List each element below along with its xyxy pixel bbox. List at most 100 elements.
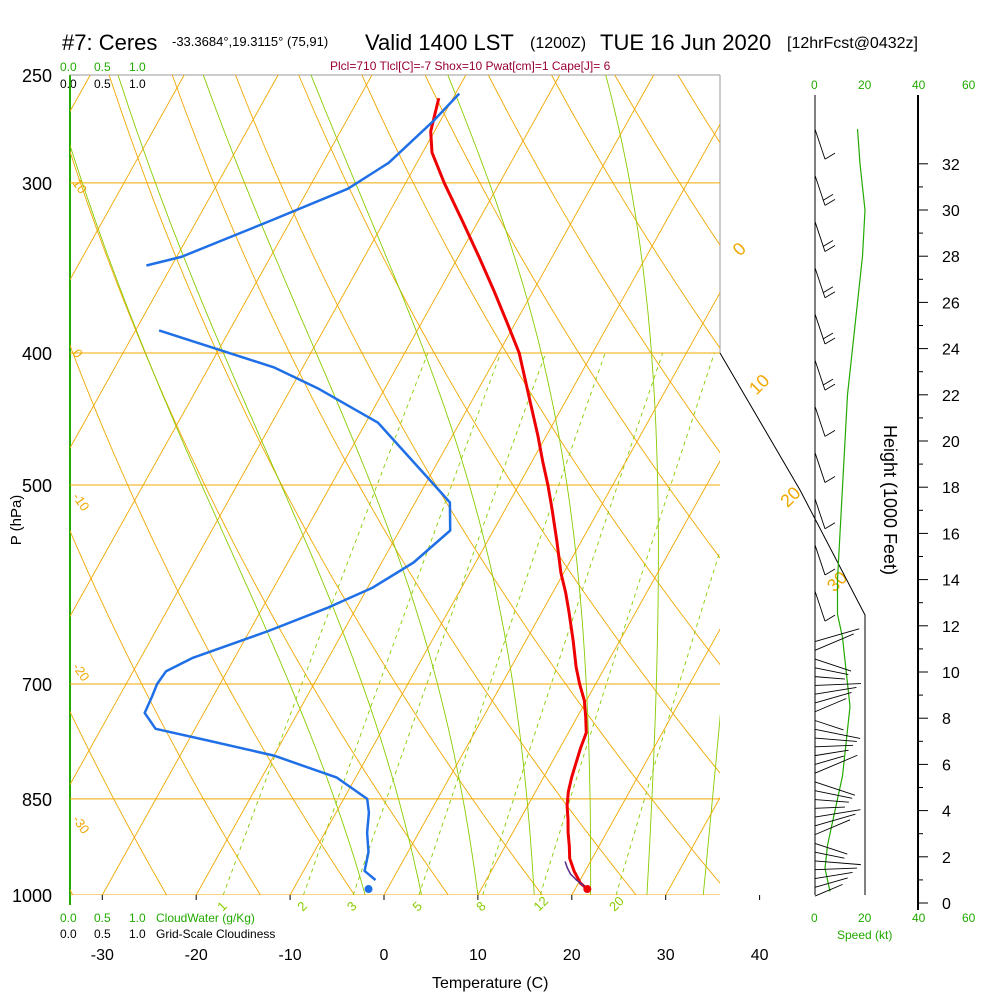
wind-barb [814,860,861,866]
dry-adiabat [741,75,1000,895]
mixing-ratio-label: 3 [344,898,360,914]
moist-adiabat [70,143,366,895]
wind-barb [814,809,861,818]
height-tick-label: 26 [942,295,960,312]
height-tick-label: 30 [942,203,960,220]
wind-barb [814,692,852,704]
dry-adiabat [361,75,720,666]
cloud-scale-green-bottom-0: 0.0 [60,911,77,925]
wind-barb [814,799,849,803]
wind-barb [814,755,844,765]
height-tick-label: 24 [942,342,960,359]
wind-barb [814,667,849,676]
cloud-scale-black-bottom-1: 0.5 [94,927,111,941]
temp-tick-label: -10 [279,947,302,964]
mixing-ratio-label: 20 [606,893,627,914]
dry-adiabat [804,75,1000,895]
mixing-ratio-label: 12 [530,893,551,914]
mixing-ratio-line [352,352,547,895]
height-tick-label: 18 [942,480,960,497]
cloud-scale-black-bottom-2: 1.0 [129,927,146,941]
height-tick-label: 32 [942,157,960,174]
moist-adiabat [310,75,535,895]
dry-adiabat [235,75,720,884]
moist-adiabat [702,713,720,895]
wind-scale-bottom-0: 0 [811,911,818,925]
cloud-scale-black-bottom-0: 0.0 [60,927,77,941]
moist-adiabat [117,75,423,895]
wind-barb [814,790,853,799]
wind-barb-upper [814,406,836,437]
temp-tick-label: 30 [657,947,675,964]
wind-barb [814,676,845,680]
dewpoint-upper-trace [146,92,461,267]
surface-temperature [583,885,592,894]
wind-barb [814,813,856,827]
height-tick-label: 12 [942,619,960,636]
mixing-ratio-line [482,352,664,895]
parcel-trace [564,861,585,887]
sounding-curves [143,92,592,894]
height-tick-label: 0 [942,896,951,913]
wind-scale-top-60: 60 [962,78,976,92]
wind-barb [814,744,853,748]
dry-adiabat [108,75,543,895]
dry-adiabat [931,75,1000,895]
wind-barb [814,628,860,642]
x-axis-label: Temperature (C) [432,975,548,992]
wind-scale-top-40: 40 [912,78,926,92]
moist-adiabat [202,75,479,895]
cloud-scale-green-bottom-1: 0.5 [94,911,111,925]
dry-adiabat [70,529,261,895]
cloud-scale-green-bottom-2: 1.0 [129,911,146,925]
dry-adiabat [171,75,637,895]
pressure-tick-label: 300 [22,174,52,194]
date-label: TUE 16 Jun 2020 [600,30,771,55]
wind-barb [814,842,848,855]
height-tick-label: 14 [942,573,960,590]
cloud-scale-green-1: 0.5 [94,60,111,74]
height-tick-label: 28 [942,249,960,266]
cloud-scale-green-2: 1.0 [129,60,146,74]
cloud-scale-black-1: 0.5 [94,77,111,91]
dry-adiabat [70,344,355,895]
wind-barb [814,781,856,796]
station-coords: -33.3684°,19.3115° (75,91) [172,34,328,49]
height-tick-label: 8 [942,711,951,728]
dewpoint-trace [143,329,452,881]
temp-tick-label: 20 [563,947,581,964]
indices-label: Plcl=710 Tlcl[C]=-7 Shox=10 Pwat[cm]=1 C… [330,59,611,73]
moist-adiabat [447,75,592,895]
pressure-tick-label: 1000 [12,886,52,906]
height-tick-label: 6 [942,757,951,774]
wind-barb [814,687,857,695]
mixing-ratio-line [418,352,606,895]
mixing-ratio-label: 2 [294,898,310,914]
height-tick-label: 20 [942,434,960,451]
isotherm [760,75,1000,895]
temp-tick-label: 10 [469,947,487,964]
wind-barb [814,851,845,859]
wind-barb-upper [814,591,836,622]
dry-adiabat [70,710,167,895]
panel-outline [719,352,866,895]
sounding-grid [70,75,1000,895]
wind-barb [814,658,852,672]
pressure-tick-label: 250 [22,66,52,86]
dry-adiabat [994,75,1000,895]
zulu-time: (1200Z) [530,35,586,52]
height-tick-label: 22 [942,388,960,405]
dry-adiabat [70,150,449,895]
temperature-trace [429,97,589,891]
wind-barb [814,867,857,871]
isotherm-label: -30 [70,813,93,837]
isotherm [70,75,279,449]
mixing-ratio-line [539,352,715,895]
cloud-scale-black-2: 1.0 [129,77,146,91]
isotherm-label: 0 [70,346,86,361]
cloudwater-label: CloudWater (g/Kg) [156,911,255,925]
wind-barb [814,877,848,888]
